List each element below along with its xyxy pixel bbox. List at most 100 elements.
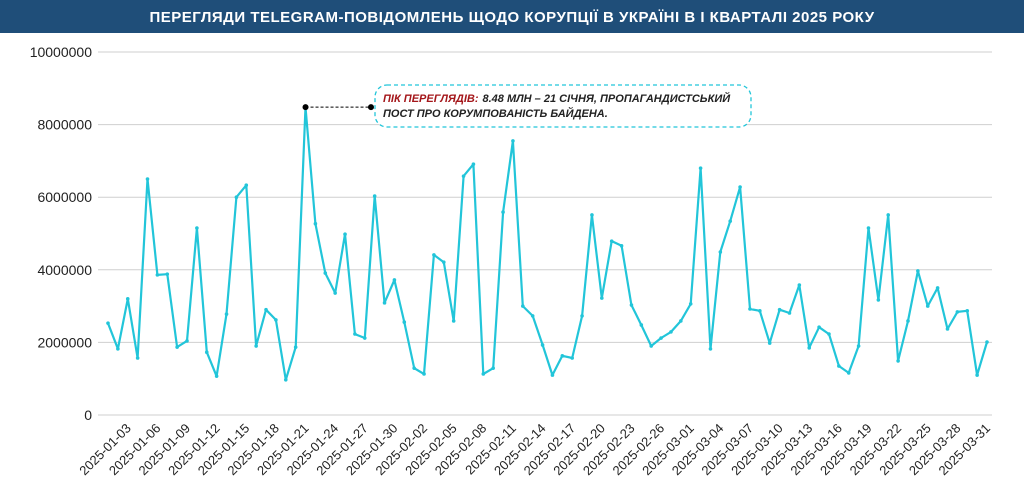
data-point xyxy=(422,372,426,376)
data-point xyxy=(866,226,871,230)
data-point xyxy=(985,340,989,344)
data-point xyxy=(402,320,407,324)
data-point xyxy=(481,372,486,376)
data-point xyxy=(846,371,851,375)
data-point xyxy=(441,260,446,264)
data-point xyxy=(767,341,772,345)
data-point xyxy=(106,321,110,325)
data-point xyxy=(254,344,258,348)
y-tick-label: 2000000 xyxy=(37,334,92,350)
annotation-line: 8.48 МЛН – 21 СІЧНЯ, ПРОПАГАНДИСТСЬКИЙ xyxy=(483,92,732,105)
data-point xyxy=(274,318,278,322)
data-point xyxy=(560,354,565,358)
data-point xyxy=(619,244,624,248)
data-point xyxy=(728,219,733,223)
data-point xyxy=(343,232,347,237)
y-tick-label: 0 xyxy=(84,407,92,423)
data-point xyxy=(550,373,555,377)
data-point xyxy=(659,336,663,340)
data-point xyxy=(807,346,812,350)
data-point xyxy=(195,226,199,230)
data-point xyxy=(511,139,515,143)
data-point xyxy=(679,319,683,323)
data-line xyxy=(106,106,989,381)
data-point xyxy=(837,364,841,368)
data-point xyxy=(708,347,713,351)
data-point xyxy=(283,377,288,382)
data-point xyxy=(214,374,219,378)
data-point xyxy=(224,312,229,316)
data-point xyxy=(382,301,387,305)
data-point xyxy=(916,269,920,273)
data-point xyxy=(906,319,910,323)
data-point xyxy=(451,319,456,323)
data-point xyxy=(175,345,179,349)
chart-title: ПЕРЕГЛЯДИ TELEGRAM-ПОВІДОМЛЕНЬ ЩОДО КОРУ… xyxy=(149,9,874,26)
data-point xyxy=(372,194,377,198)
data-point xyxy=(461,174,466,178)
data-point xyxy=(777,307,782,312)
data-point xyxy=(896,359,900,363)
data-point xyxy=(165,272,170,276)
data-point xyxy=(432,253,436,257)
data-point xyxy=(471,162,476,166)
title-banner xyxy=(0,0,1024,33)
data-point xyxy=(955,310,960,314)
data-point xyxy=(125,297,130,301)
data-point xyxy=(234,195,239,199)
data-point xyxy=(639,323,644,327)
y-tick-label: 8000000 xyxy=(37,117,92,133)
data-point xyxy=(797,283,802,287)
data-point xyxy=(135,356,140,360)
data-point xyxy=(886,213,891,217)
data-point xyxy=(570,356,574,360)
annotation-dot xyxy=(302,104,309,111)
annotation-dot xyxy=(368,104,374,111)
data-point xyxy=(362,336,367,340)
data-point xyxy=(323,271,328,275)
data-point xyxy=(333,291,337,295)
data-point xyxy=(353,332,357,336)
data-point xyxy=(629,303,634,307)
data-point xyxy=(698,166,703,170)
data-point xyxy=(787,311,792,315)
data-point xyxy=(935,286,940,290)
annotation-text: ПІК ПЕРЕГЛЯДІВ: 8.48 МЛН – 21 СІЧНЯ, ПРОП… xyxy=(383,92,731,105)
annotation-box xyxy=(374,84,752,128)
data-point xyxy=(521,304,525,308)
data-point xyxy=(540,343,545,347)
data-point xyxy=(313,221,318,226)
data-point xyxy=(669,330,673,334)
data-point xyxy=(975,373,979,377)
y-tick-label: 10000000 xyxy=(30,44,93,60)
data-point xyxy=(590,213,594,217)
data-point xyxy=(688,302,693,306)
data-point xyxy=(155,273,160,277)
data-point xyxy=(185,339,189,343)
data-point xyxy=(293,345,298,349)
data-point xyxy=(817,325,821,329)
annotation-text: ПОСТ ПРО КОРУМПОВАНІСТЬ БАЙДЕНА. xyxy=(383,107,608,120)
data-point xyxy=(945,327,950,331)
data-point xyxy=(738,185,742,189)
data-point xyxy=(748,307,752,311)
data-point xyxy=(856,344,861,348)
data-point xyxy=(965,309,970,313)
data-point xyxy=(876,298,881,302)
data-point xyxy=(580,314,584,318)
data-point xyxy=(491,366,495,370)
data-point xyxy=(600,296,604,300)
data-point xyxy=(609,239,614,243)
data-point xyxy=(412,366,416,370)
data-point xyxy=(718,250,723,254)
y-tick-label: 4000000 xyxy=(37,262,92,278)
data-point xyxy=(116,347,120,351)
data-point xyxy=(649,344,654,348)
data-point xyxy=(244,183,249,188)
y-tick-label: 6000000 xyxy=(37,189,92,205)
data-point xyxy=(530,314,535,318)
data-point xyxy=(264,307,268,312)
data-point xyxy=(145,177,150,181)
data-point xyxy=(925,304,930,308)
